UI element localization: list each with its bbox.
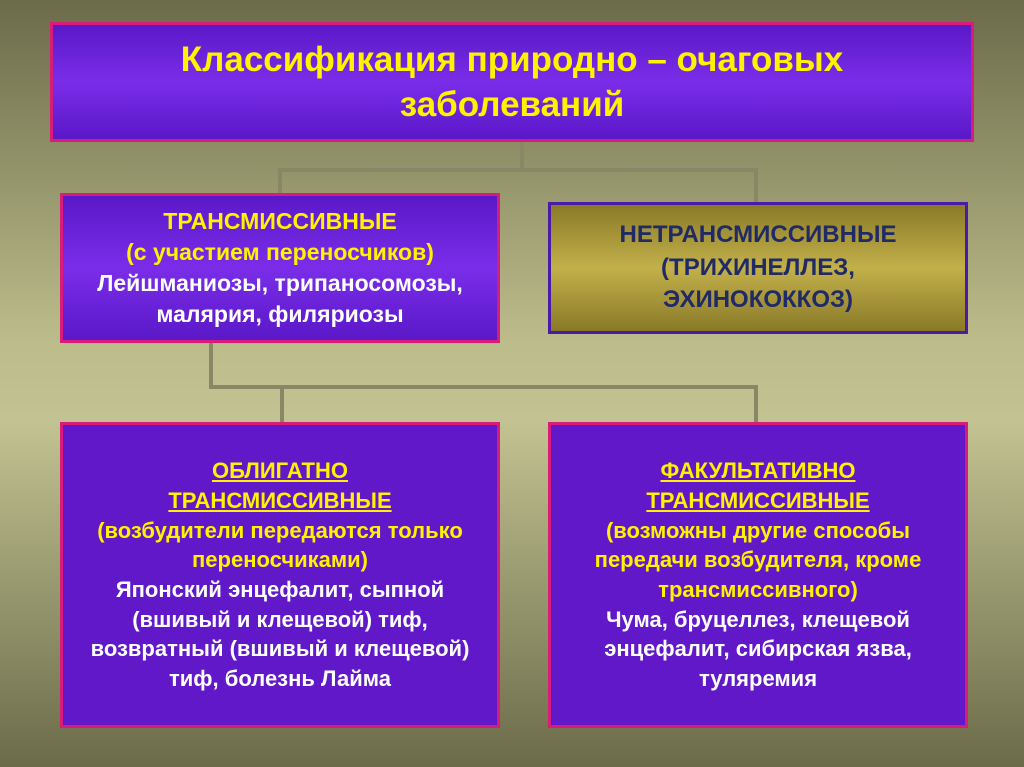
transmissive-body: Лейшманиозы, трипаносомозы, малярия, фил… <box>75 268 485 330</box>
connector <box>520 142 524 168</box>
obligate-sub: (возбудители передаются только переносчи… <box>75 516 485 575</box>
obligate-heading2: ТРАНСМИССИВНЫЕ <box>75 486 485 516</box>
obligate-box: ОБЛИГАТНО ТРАНСМИССИВНЫЕ (возбудители пе… <box>60 422 500 728</box>
nontransmissive-box: НЕТРАНСМИССИВНЫЕ (ТРИХИНЕЛЛЕЗ, ЭХИНОКОКК… <box>548 202 968 334</box>
transmissive-heading1: ТРАНСМИССИВНЫЕ <box>75 206 485 237</box>
nontransmissive-body: (ТРИХИНЕЛЛЕЗ, ЭХИНОКОККОЗ) <box>563 252 953 317</box>
obligate-heading1: ОБЛИГАТНО <box>75 456 485 486</box>
connector <box>278 168 758 172</box>
title-box: Классификация природно – очаговых заболе… <box>50 22 974 142</box>
title-line1: Классификация природно – очаговых <box>65 37 959 83</box>
nontransmissive-heading: НЕТРАНСМИССИВНЫЕ <box>563 219 953 251</box>
facultative-box: ФАКУЛЬТАТИВНО ТРАНСМИССИВНЫЕ (возможны д… <box>548 422 968 728</box>
connector <box>278 168 282 193</box>
obligate-body: Японский энцефалит, сыпной (вшивый и кле… <box>75 575 485 694</box>
connector <box>754 168 758 202</box>
facultative-sub: (возможны другие способы передачи возбуд… <box>563 516 953 605</box>
connector <box>754 385 758 422</box>
facultative-heading2: ТРАНСМИССИВНЫЕ <box>563 486 953 516</box>
facultative-heading1: ФАКУЛЬТАТИВНО <box>563 456 953 486</box>
connector <box>209 343 213 385</box>
connector <box>209 385 758 389</box>
title-line2: заболеваний <box>65 82 959 128</box>
transmissive-box: ТРАНСМИССИВНЫЕ (с участием переносчиков)… <box>60 193 500 343</box>
connector <box>280 385 284 422</box>
transmissive-heading2: (с участием переносчиков) <box>75 237 485 268</box>
facultative-body: Чума, бруцеллез, клещевой энцефалит, сиб… <box>563 605 953 694</box>
